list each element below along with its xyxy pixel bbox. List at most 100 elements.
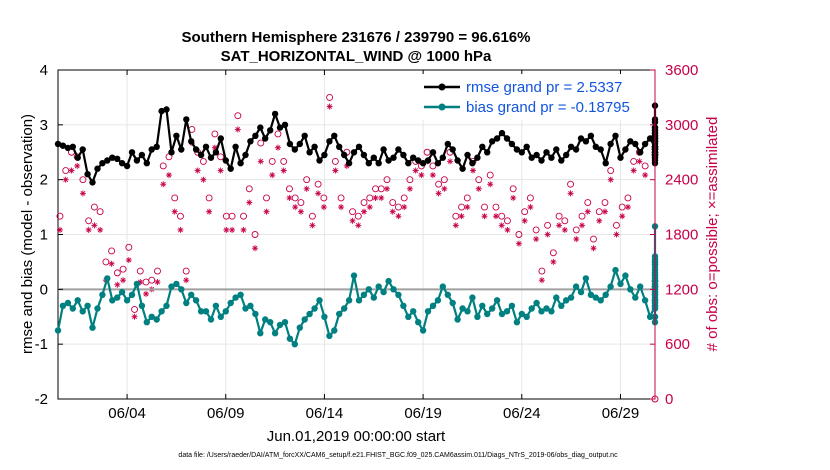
obs-assimilated-point bbox=[624, 204, 631, 211]
bias-point bbox=[252, 310, 259, 318]
obs-assimilated-stroke bbox=[97, 227, 103, 233]
obs-assimilated-stroke bbox=[545, 232, 551, 237]
bias-point bbox=[192, 297, 200, 304]
rmse-point bbox=[109, 154, 116, 161]
bias-point bbox=[242, 305, 249, 312]
obs-assimilated-stroke bbox=[269, 172, 275, 178]
obs-possible-point bbox=[561, 217, 569, 225]
obs-assimilated-point bbox=[538, 277, 545, 284]
obs-assimilated-point bbox=[234, 126, 241, 133]
obs-assimilated-stroke bbox=[332, 168, 338, 173]
rmse-point bbox=[345, 160, 353, 167]
rmse-point bbox=[375, 160, 382, 167]
obs-assimilated-point bbox=[206, 208, 213, 215]
bias-point bbox=[597, 297, 604, 304]
rmse-point bbox=[188, 138, 195, 145]
obs-assimilated-point bbox=[458, 213, 465, 220]
bias-point bbox=[592, 294, 599, 301]
bias-point bbox=[617, 280, 624, 288]
rmse-point bbox=[637, 149, 644, 156]
bias-point bbox=[553, 294, 560, 301]
obs-assimilated-point bbox=[452, 222, 459, 229]
obs-assimilated-stroke bbox=[91, 222, 97, 228]
rmse-point bbox=[69, 143, 77, 150]
left-tick-label: 0 bbox=[40, 281, 48, 298]
series bbox=[54, 102, 659, 348]
obs-assimilated-stroke bbox=[183, 277, 189, 283]
rmse-point bbox=[94, 165, 101, 172]
bias-point bbox=[104, 275, 111, 282]
rmse-point bbox=[168, 149, 175, 156]
rmse-point bbox=[128, 149, 136, 156]
obs-assimilated-point bbox=[125, 257, 132, 264]
obs-assimilated-stroke bbox=[126, 257, 132, 263]
bias-point bbox=[109, 297, 116, 304]
obs-assimilated-point bbox=[498, 222, 505, 229]
rmse-point bbox=[114, 155, 121, 162]
bias-point bbox=[395, 291, 402, 298]
x-axis-label: Jun.01,2019 00:00:00 start bbox=[267, 428, 446, 445]
obs-assimilated-stroke bbox=[556, 222, 562, 228]
bias-point bbox=[341, 305, 348, 312]
obs-possible-point bbox=[389, 199, 397, 206]
obs-assimilated-point bbox=[91, 222, 98, 229]
obs-possible-point bbox=[532, 226, 540, 234]
obs-assimilated-stroke bbox=[390, 209, 396, 215]
rmse-point bbox=[617, 154, 624, 161]
rmse-point bbox=[158, 107, 165, 115]
obs-assimilated-point bbox=[252, 245, 259, 252]
obs-possible-point bbox=[131, 305, 139, 313]
bias-point bbox=[622, 272, 629, 279]
bias-point bbox=[276, 321, 284, 329]
right-tick-label: 3600 bbox=[665, 62, 698, 79]
obs-assimilated-stroke bbox=[235, 126, 241, 132]
bias-point bbox=[444, 291, 451, 298]
obs-assimilated-point bbox=[229, 226, 236, 233]
bias-point bbox=[632, 294, 639, 301]
obs-assimilated-stroke bbox=[378, 195, 384, 201]
bias-point bbox=[429, 302, 437, 309]
legend-rmse-label: rmse grand pr = 2.5337 bbox=[466, 79, 622, 96]
obs-assimilated-point bbox=[200, 176, 207, 183]
obs-possible-point bbox=[240, 212, 248, 220]
obs-assimilated-point bbox=[349, 217, 356, 224]
bias-point bbox=[247, 302, 254, 309]
rmse-point bbox=[419, 160, 427, 167]
bias-point bbox=[523, 313, 530, 320]
rmse-point bbox=[202, 143, 210, 150]
obs-assimilated-point bbox=[240, 226, 247, 233]
obs-assimilated-point bbox=[257, 158, 264, 165]
obs-assimilated-stroke bbox=[304, 186, 310, 192]
bias-point bbox=[474, 313, 481, 320]
obs-possible-point bbox=[423, 148, 431, 156]
obs-assimilated-point bbox=[263, 208, 270, 215]
obs-possible-point bbox=[515, 231, 523, 238]
obs-assimilated-stroke bbox=[258, 158, 264, 164]
obs-possible-point bbox=[251, 231, 259, 238]
bias-point bbox=[158, 308, 165, 315]
legend-rmse-marker bbox=[438, 83, 446, 91]
bias-point bbox=[637, 283, 644, 290]
obs-possible-point bbox=[498, 212, 506, 220]
obs-assimilated-point bbox=[309, 222, 316, 229]
obs-assimilated-stroke bbox=[539, 277, 545, 283]
obs-assimilated-stroke bbox=[487, 181, 493, 187]
bias-point bbox=[513, 319, 521, 326]
obs-assimilated-stroke bbox=[287, 195, 292, 201]
obs-assimilated-stroke bbox=[212, 145, 218, 151]
rmse-point bbox=[587, 132, 595, 139]
rmse-point bbox=[326, 138, 333, 145]
obs-possible-point bbox=[463, 194, 471, 202]
legend: rmse grand pr = 2.5337 bias grand pr = -… bbox=[418, 74, 650, 120]
obs-assimilated-point bbox=[435, 190, 442, 197]
rmse-point bbox=[360, 151, 368, 159]
rmse-point bbox=[646, 135, 654, 142]
obs-possible-point bbox=[234, 112, 242, 120]
obs-assimilated-stroke bbox=[493, 213, 499, 219]
bias-point bbox=[641, 297, 649, 304]
left-tick-label: 2 bbox=[40, 172, 48, 189]
rmse-point bbox=[178, 146, 185, 153]
obs-assimilated-point bbox=[366, 204, 373, 211]
obs-assimilated-stroke bbox=[114, 282, 120, 288]
bias-point bbox=[563, 297, 570, 304]
